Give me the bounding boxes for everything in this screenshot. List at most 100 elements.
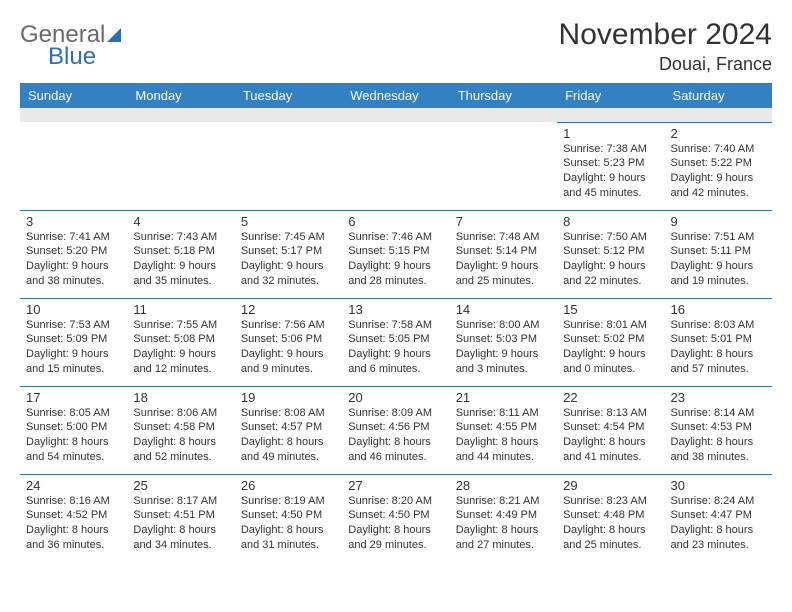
day-cell: 13Sunrise: 7:58 AMSunset: 5:05 PMDayligh… [342, 298, 449, 386]
day-number: 18 [133, 390, 228, 405]
day-info: Sunrise: 7:43 AMSunset: 5:18 PMDaylight:… [133, 230, 228, 289]
day-info: Sunrise: 8:23 AMSunset: 4:48 PMDaylight:… [563, 494, 658, 553]
day-cell: 14Sunrise: 8:00 AMSunset: 5:03 PMDayligh… [450, 298, 557, 386]
day-number: 22 [563, 390, 658, 405]
day-info: Sunrise: 8:24 AMSunset: 4:47 PMDaylight:… [671, 494, 766, 553]
day-info: Sunrise: 7:50 AMSunset: 5:12 PMDaylight:… [563, 230, 658, 289]
day-info: Sunrise: 8:08 AMSunset: 4:57 PMDaylight:… [241, 406, 336, 465]
day-number: 19 [241, 390, 336, 405]
day-cell: 26Sunrise: 8:19 AMSunset: 4:50 PMDayligh… [235, 474, 342, 562]
weekday-header: Wednesday [342, 83, 449, 108]
empty-cell [20, 122, 127, 210]
day-cell: 9Sunrise: 7:51 AMSunset: 5:11 PMDaylight… [665, 210, 772, 298]
day-info: Sunrise: 8:21 AMSunset: 4:49 PMDaylight:… [456, 494, 551, 553]
day-info: Sunrise: 8:09 AMSunset: 4:56 PMDaylight:… [348, 406, 443, 465]
day-info: Sunrise: 7:56 AMSunset: 5:06 PMDaylight:… [241, 318, 336, 377]
day-cell: 29Sunrise: 8:23 AMSunset: 4:48 PMDayligh… [557, 474, 664, 562]
day-number: 10 [26, 302, 121, 317]
day-info: Sunrise: 7:38 AMSunset: 5:23 PMDaylight:… [563, 142, 658, 201]
day-number: 6 [348, 214, 443, 229]
calendar-week-row: 17Sunrise: 8:05 AMSunset: 5:00 PMDayligh… [20, 386, 772, 474]
day-info: Sunrise: 8:19 AMSunset: 4:50 PMDaylight:… [241, 494, 336, 553]
day-number: 9 [671, 214, 766, 229]
day-info: Sunrise: 8:00 AMSunset: 5:03 PMDaylight:… [456, 318, 551, 377]
brand-line2: Blue [20, 46, 127, 68]
day-number: 14 [456, 302, 551, 317]
calendar-week-row: 1Sunrise: 7:38 AMSunset: 5:23 PMDaylight… [20, 122, 772, 210]
day-number: 2 [671, 126, 766, 141]
day-number: 20 [348, 390, 443, 405]
empty-cell [450, 122, 557, 210]
day-cell: 4Sunrise: 7:43 AMSunset: 5:18 PMDaylight… [127, 210, 234, 298]
day-number: 4 [133, 214, 228, 229]
day-info: Sunrise: 8:01 AMSunset: 5:02 PMDaylight:… [563, 318, 658, 377]
spacer-row [20, 108, 772, 122]
day-number: 8 [563, 214, 658, 229]
day-number: 17 [26, 390, 121, 405]
brand-logo: General Blue [20, 18, 127, 67]
weekday-header: Saturday [665, 83, 772, 108]
day-number: 13 [348, 302, 443, 317]
day-info: Sunrise: 8:17 AMSunset: 4:51 PMDaylight:… [133, 494, 228, 553]
day-number: 11 [133, 302, 228, 317]
day-cell: 27Sunrise: 8:20 AMSunset: 4:50 PMDayligh… [342, 474, 449, 562]
empty-cell [235, 122, 342, 210]
calendar-body: 1Sunrise: 7:38 AMSunset: 5:23 PMDaylight… [20, 108, 772, 562]
day-cell: 2Sunrise: 7:40 AMSunset: 5:22 PMDaylight… [665, 122, 772, 210]
day-cell: 28Sunrise: 8:21 AMSunset: 4:49 PMDayligh… [450, 474, 557, 562]
weekday-header: Friday [557, 83, 664, 108]
day-cell: 12Sunrise: 7:56 AMSunset: 5:06 PMDayligh… [235, 298, 342, 386]
day-number: 21 [456, 390, 551, 405]
day-number: 3 [26, 214, 121, 229]
day-number: 26 [241, 478, 336, 493]
day-info: Sunrise: 8:14 AMSunset: 4:53 PMDaylight:… [671, 406, 766, 465]
weekday-header-row: SundayMondayTuesdayWednesdayThursdayFrid… [20, 83, 772, 108]
day-info: Sunrise: 7:46 AMSunset: 5:15 PMDaylight:… [348, 230, 443, 289]
day-number: 1 [563, 126, 658, 141]
day-number: 5 [241, 214, 336, 229]
calendar-week-row: 10Sunrise: 7:53 AMSunset: 5:09 PMDayligh… [20, 298, 772, 386]
page-title: November 2024 [559, 18, 772, 52]
day-info: Sunrise: 7:48 AMSunset: 5:14 PMDaylight:… [456, 230, 551, 289]
day-info: Sunrise: 8:06 AMSunset: 4:58 PMDaylight:… [133, 406, 228, 465]
day-cell: 5Sunrise: 7:45 AMSunset: 5:17 PMDaylight… [235, 210, 342, 298]
day-info: Sunrise: 7:55 AMSunset: 5:08 PMDaylight:… [133, 318, 228, 377]
day-info: Sunrise: 7:45 AMSunset: 5:17 PMDaylight:… [241, 230, 336, 289]
day-number: 7 [456, 214, 551, 229]
day-cell: 1Sunrise: 7:38 AMSunset: 5:23 PMDaylight… [557, 122, 664, 210]
day-cell: 23Sunrise: 8:14 AMSunset: 4:53 PMDayligh… [665, 386, 772, 474]
day-number: 24 [26, 478, 121, 493]
day-cell: 3Sunrise: 7:41 AMSunset: 5:20 PMDaylight… [20, 210, 127, 298]
day-number: 23 [671, 390, 766, 405]
calendar-week-row: 3Sunrise: 7:41 AMSunset: 5:20 PMDaylight… [20, 210, 772, 298]
day-cell: 24Sunrise: 8:16 AMSunset: 4:52 PMDayligh… [20, 474, 127, 562]
day-cell: 18Sunrise: 8:06 AMSunset: 4:58 PMDayligh… [127, 386, 234, 474]
day-cell: 8Sunrise: 7:50 AMSunset: 5:12 PMDaylight… [557, 210, 664, 298]
day-cell: 11Sunrise: 7:55 AMSunset: 5:08 PMDayligh… [127, 298, 234, 386]
day-info: Sunrise: 8:11 AMSunset: 4:55 PMDaylight:… [456, 406, 551, 465]
day-number: 15 [563, 302, 658, 317]
day-number: 29 [563, 478, 658, 493]
day-cell: 6Sunrise: 7:46 AMSunset: 5:15 PMDaylight… [342, 210, 449, 298]
day-number: 30 [671, 478, 766, 493]
day-cell: 17Sunrise: 8:05 AMSunset: 5:00 PMDayligh… [20, 386, 127, 474]
day-info: Sunrise: 7:51 AMSunset: 5:11 PMDaylight:… [671, 230, 766, 289]
day-info: Sunrise: 8:16 AMSunset: 4:52 PMDaylight:… [26, 494, 121, 553]
day-info: Sunrise: 8:20 AMSunset: 4:50 PMDaylight:… [348, 494, 443, 553]
empty-cell [127, 122, 234, 210]
day-cell: 30Sunrise: 8:24 AMSunset: 4:47 PMDayligh… [665, 474, 772, 562]
day-cell: 10Sunrise: 7:53 AMSunset: 5:09 PMDayligh… [20, 298, 127, 386]
empty-cell [342, 122, 449, 210]
day-number: 12 [241, 302, 336, 317]
day-cell: 25Sunrise: 8:17 AMSunset: 4:51 PMDayligh… [127, 474, 234, 562]
day-cell: 16Sunrise: 8:03 AMSunset: 5:01 PMDayligh… [665, 298, 772, 386]
location-label: Douai, France [559, 54, 772, 75]
day-info: Sunrise: 7:53 AMSunset: 5:09 PMDaylight:… [26, 318, 121, 377]
weekday-header: Thursday [450, 83, 557, 108]
day-number: 28 [456, 478, 551, 493]
header: General Blue November 2024 Douai, France [20, 18, 772, 75]
day-number: 16 [671, 302, 766, 317]
day-cell: 21Sunrise: 8:11 AMSunset: 4:55 PMDayligh… [450, 386, 557, 474]
day-cell: 22Sunrise: 8:13 AMSunset: 4:54 PMDayligh… [557, 386, 664, 474]
calendar-table: SundayMondayTuesdayWednesdayThursdayFrid… [20, 83, 772, 562]
